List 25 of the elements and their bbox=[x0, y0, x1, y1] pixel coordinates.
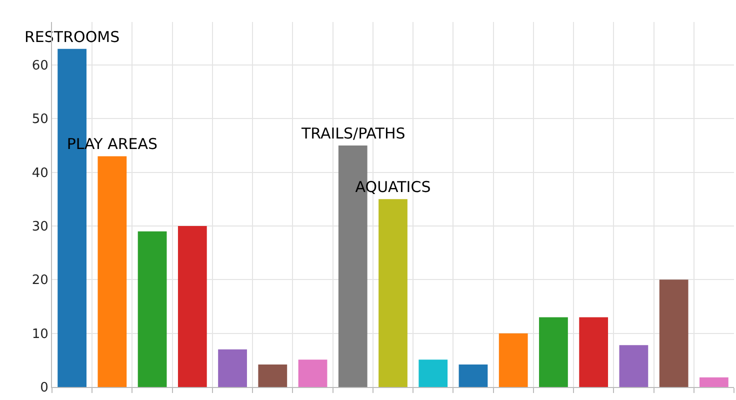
bar bbox=[659, 280, 688, 387]
bar bbox=[418, 360, 448, 387]
bar bbox=[258, 364, 288, 387]
bar bbox=[700, 377, 728, 387]
bar bbox=[218, 349, 247, 387]
bar bbox=[579, 317, 608, 387]
y-tick-label: 0 bbox=[40, 380, 48, 396]
data-label: TRAILS/PATHS bbox=[300, 124, 406, 142]
bar bbox=[619, 345, 648, 387]
y-tick-label: 10 bbox=[32, 326, 48, 342]
y-tick-label: 20 bbox=[32, 273, 48, 288]
bar bbox=[378, 199, 408, 387]
y-tick-label: 40 bbox=[32, 166, 48, 181]
data-label: AQUATICS bbox=[355, 178, 431, 196]
data-label: RESTROOMS bbox=[24, 28, 120, 46]
bar bbox=[298, 360, 328, 387]
y-tick-label: 60 bbox=[32, 58, 48, 74]
bar bbox=[178, 226, 207, 387]
bar bbox=[498, 333, 528, 387]
y-tick-label: 30 bbox=[32, 220, 48, 235]
bar bbox=[458, 364, 488, 387]
bar bbox=[539, 317, 568, 387]
y-tick-label: 50 bbox=[32, 112, 48, 128]
bar bbox=[138, 231, 167, 387]
bar bbox=[98, 156, 127, 387]
